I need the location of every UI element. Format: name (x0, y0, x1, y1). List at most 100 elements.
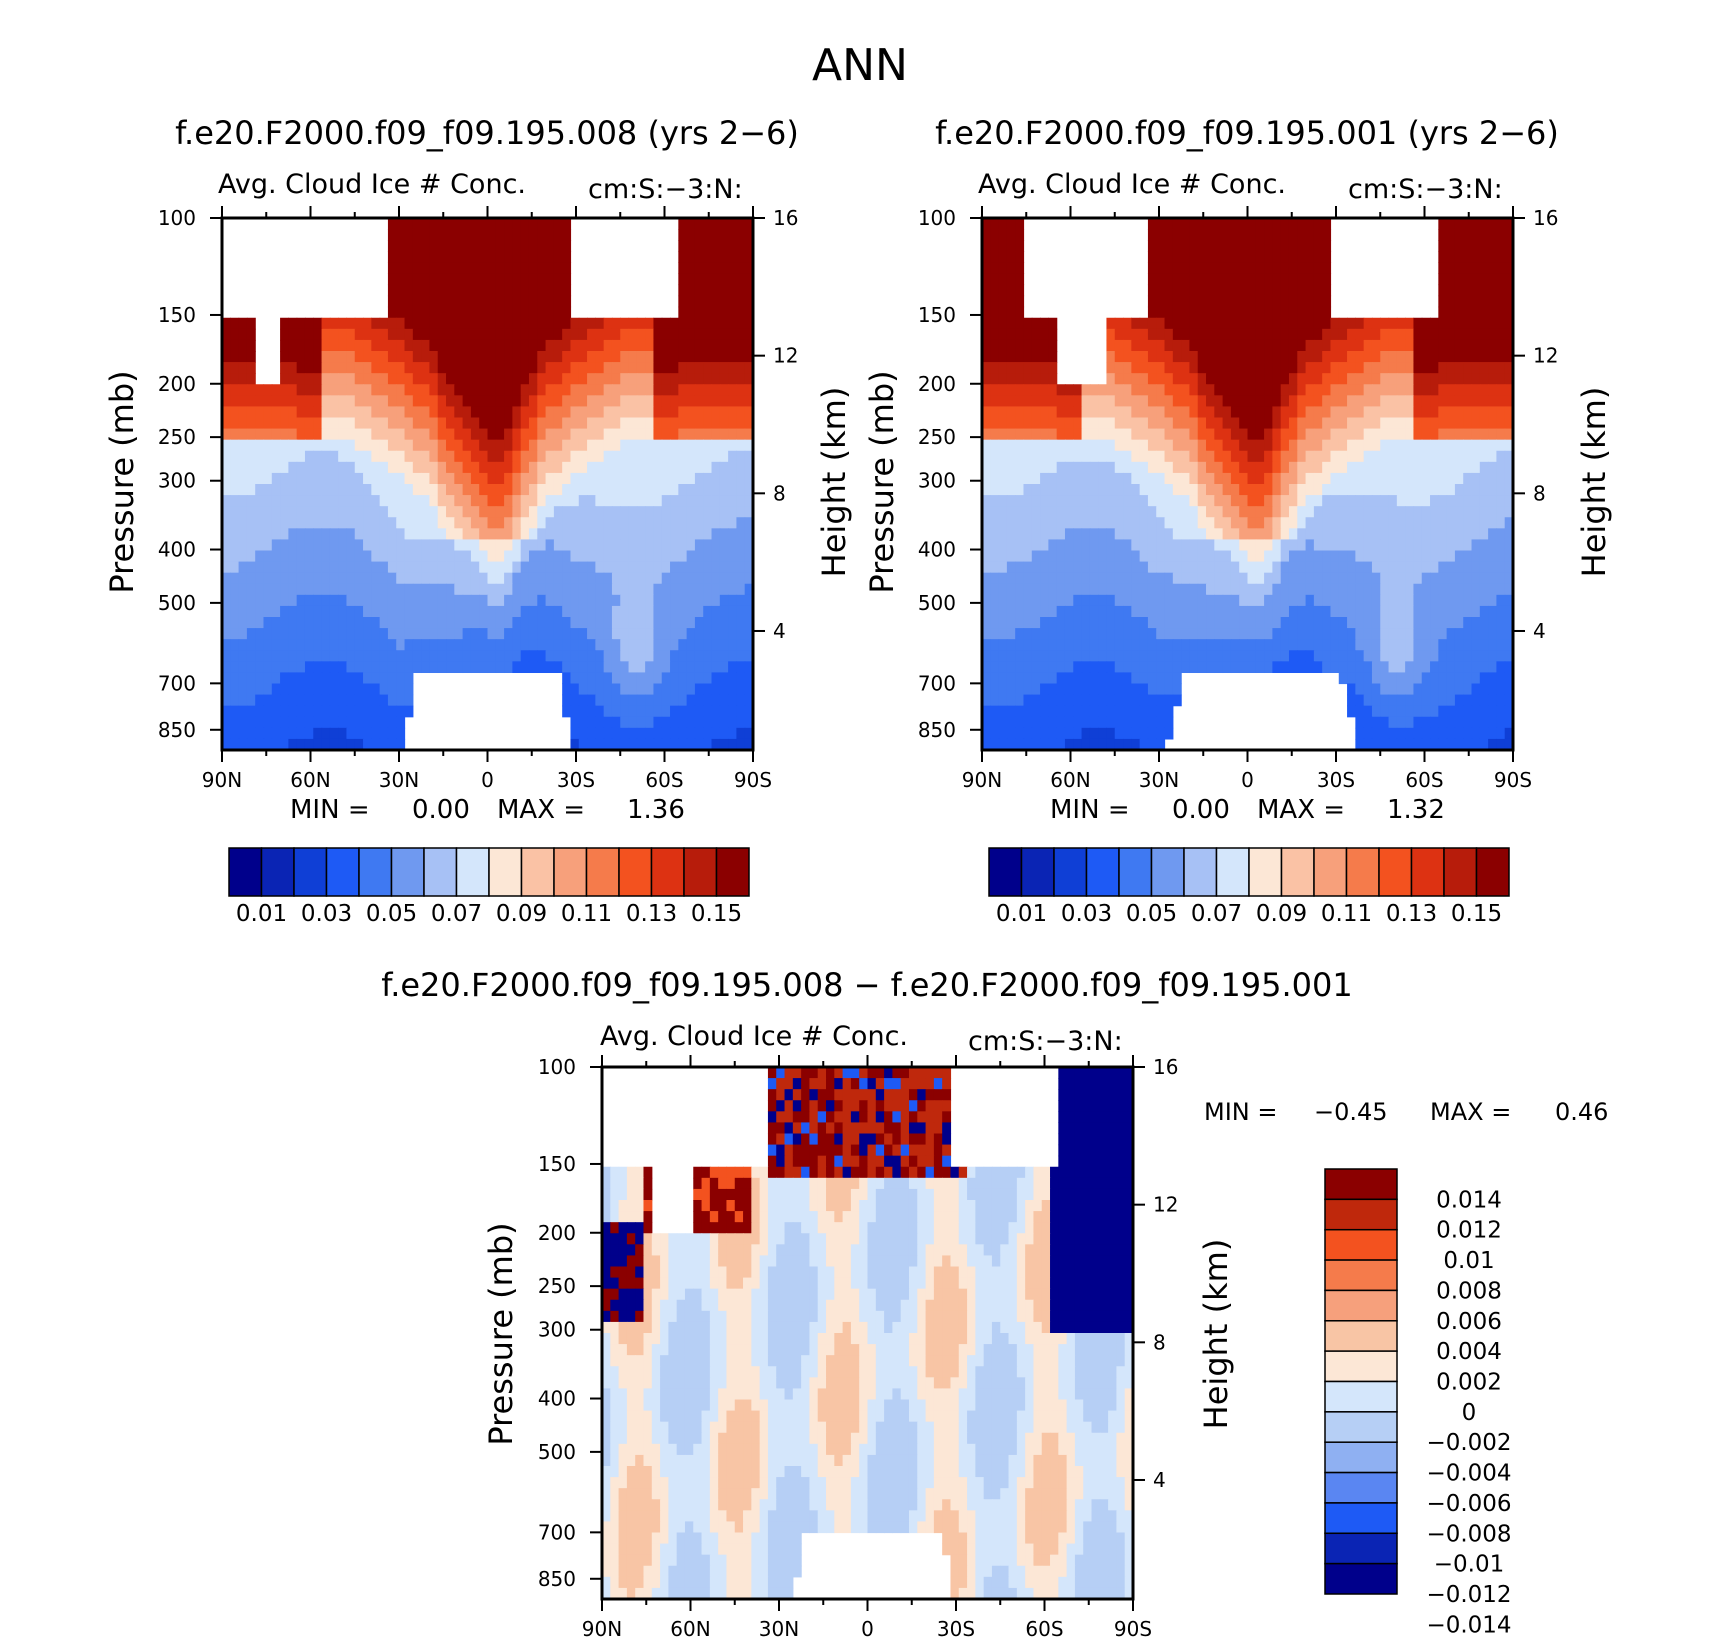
contour-cell (313, 683, 323, 696)
contour-cell (1123, 572, 1132, 585)
contour-cell (421, 417, 431, 430)
contour-cell (1015, 605, 1025, 618)
contour-cell (545, 362, 555, 374)
contour-cell (512, 583, 522, 596)
contour-cell (454, 218, 464, 230)
contour-cell (998, 472, 1008, 485)
contour-cell (1396, 628, 1406, 640)
contour-cell (1056, 395, 1066, 408)
contour-cell (1064, 583, 1074, 596)
contour-cell (719, 417, 729, 430)
contour-cell (1006, 495, 1016, 507)
contour-cell (329, 461, 339, 474)
contour-cell (982, 484, 991, 496)
contour-cell (578, 550, 588, 563)
contour-cell (429, 550, 439, 563)
contour-cell (1181, 550, 1191, 563)
contour-cell (1488, 284, 1498, 297)
contour-cell (570, 428, 580, 441)
contour-cell (487, 650, 497, 662)
contour-cell (404, 539, 414, 552)
contour-cell (470, 550, 480, 563)
contour-cell (1048, 417, 1058, 430)
contour-cell (990, 395, 1000, 408)
contour-cell (354, 672, 364, 685)
contour-cell (1247, 617, 1257, 629)
contour-cell (512, 229, 522, 241)
contour-cell (1255, 317, 1265, 330)
contour-cell (246, 561, 256, 574)
contour-cell (711, 572, 721, 585)
contour-cell (611, 472, 621, 485)
contour-cell (1288, 528, 1298, 541)
contour-cell (1247, 229, 1257, 241)
contour-cell (1056, 517, 1066, 529)
contour-cell (1255, 306, 1265, 319)
contour-cell (1098, 406, 1108, 419)
contour-cell (338, 528, 348, 541)
contour-cell (1496, 517, 1506, 529)
contour-cell (1114, 528, 1124, 541)
contour-cell (280, 461, 289, 474)
contour-cell (1206, 506, 1215, 518)
contour-cell (661, 683, 671, 696)
contour-cell (1413, 339, 1423, 352)
contour-cell (454, 339, 464, 352)
contour-cell (338, 738, 348, 751)
contour-cell (487, 351, 497, 363)
contour-cell (363, 639, 372, 651)
contour-cell (1363, 528, 1373, 541)
contour-cell (487, 495, 497, 507)
contour-cell (313, 506, 323, 518)
contour-cell (379, 373, 389, 385)
contour-cell (271, 484, 281, 496)
contour-cell (982, 406, 991, 419)
contour-cell (736, 351, 746, 363)
contour-cell (998, 306, 1008, 319)
contour-cell (1139, 506, 1149, 518)
contour-cell (1488, 583, 1498, 596)
contour-cell (1164, 351, 1174, 363)
contour-cell (678, 273, 688, 286)
contour-cell (255, 406, 265, 419)
contour-cell (1288, 306, 1298, 319)
contour-cell (578, 617, 588, 629)
contour-cell (321, 683, 331, 696)
contour-cell (562, 417, 572, 430)
contour-cell (1338, 594, 1348, 607)
contour-cell (479, 583, 489, 596)
contour-cell (628, 716, 638, 729)
contour-cell (1156, 295, 1166, 308)
contour-cell (321, 461, 331, 474)
contour-cell (636, 727, 646, 740)
contour-cell (1421, 450, 1431, 463)
contour-cell (1031, 450, 1041, 463)
contour-cell (694, 683, 704, 696)
contour-cell (1488, 306, 1498, 319)
contour-cell (429, 351, 439, 363)
contour-cell (1330, 517, 1340, 529)
contour-cell (1156, 417, 1166, 430)
contour-cell (1363, 605, 1373, 618)
contour-cell (1438, 628, 1448, 640)
contour-cell (1230, 572, 1240, 585)
contour-cell (1197, 351, 1207, 363)
contour-cell (711, 395, 721, 408)
contour-cell (280, 738, 289, 751)
contour-cell (396, 406, 406, 419)
contour-cell (595, 362, 605, 374)
contour-cell (1264, 605, 1273, 618)
contour-cell (1347, 550, 1356, 563)
contour-cell (1371, 561, 1381, 574)
contour-cell (990, 517, 1000, 529)
contour-cell (1015, 561, 1025, 574)
contour-cell (479, 306, 489, 319)
contour-cell (1430, 550, 1439, 563)
contour-cell (1006, 306, 1016, 319)
contour-cell (1015, 306, 1025, 319)
contour-cell (495, 450, 505, 463)
contour-cell (1413, 583, 1423, 596)
contour-cell (479, 594, 489, 607)
contour-cell (479, 317, 489, 330)
contour-cell (470, 484, 480, 496)
